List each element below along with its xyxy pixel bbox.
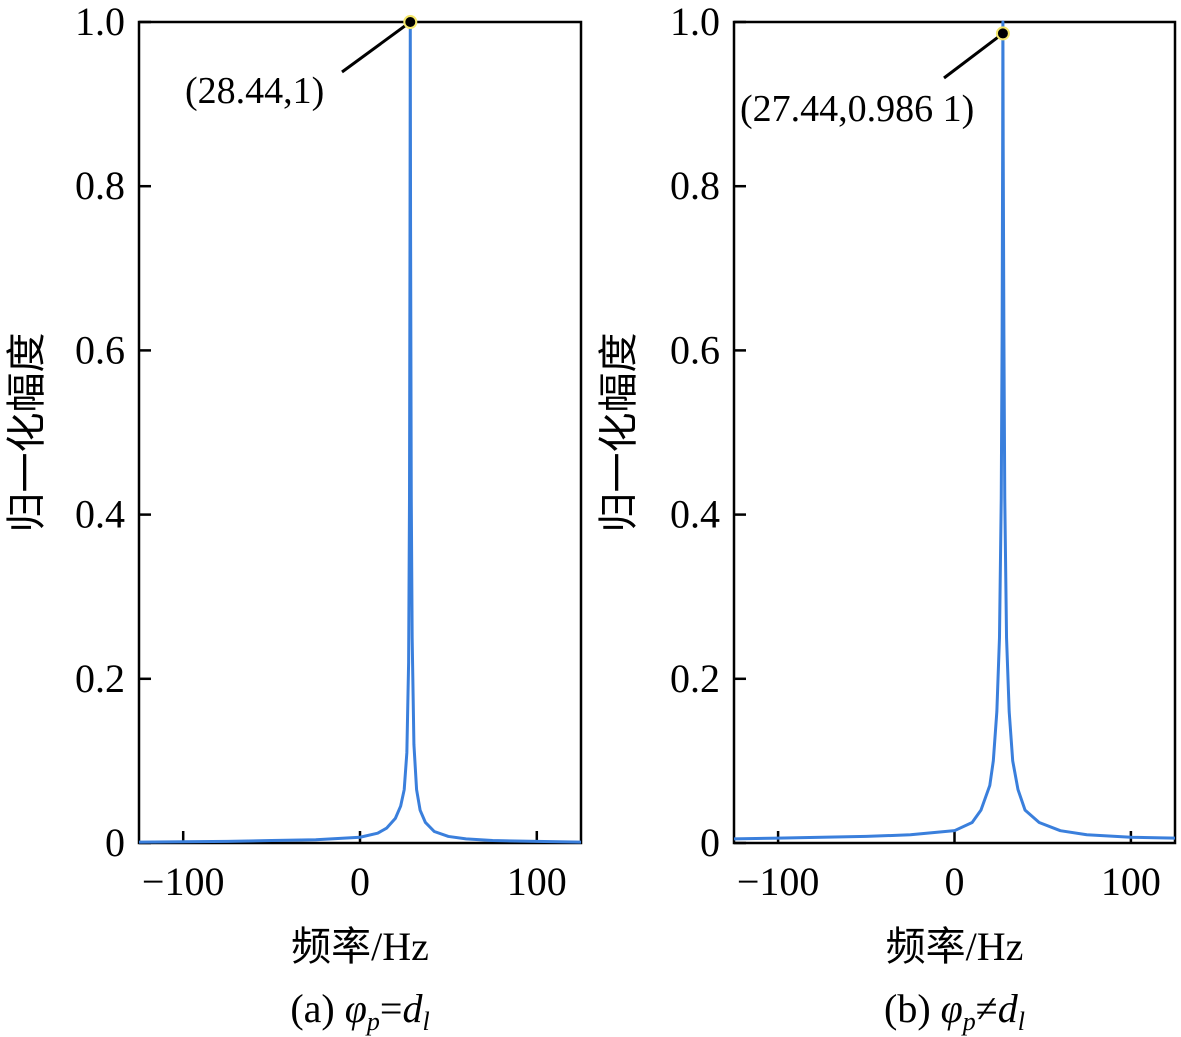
x-tick-label: −100	[737, 859, 820, 904]
peak-marker	[995, 26, 1010, 41]
caption-part: p	[365, 1007, 380, 1036]
caption-part: ≠	[976, 986, 998, 1031]
y-axis-title: 归一化幅度	[4, 333, 49, 533]
y-tick-label: 0.6	[670, 327, 720, 372]
caption-part: (a)	[290, 986, 344, 1031]
x-tick-label: −100	[142, 859, 225, 904]
caption-part: =	[380, 986, 403, 1031]
series-line	[733, 20, 1176, 841]
y-tick-label: 1.0	[670, 0, 720, 44]
x-axis-title: 频率/Hz	[291, 924, 429, 969]
y-tick-label: 0	[105, 820, 125, 865]
annotation-leader	[341, 20, 412, 74]
peak-annotation: (28.44,1)	[185, 70, 324, 112]
caption-part: φ	[941, 986, 963, 1031]
y-tick-label: 0	[700, 820, 720, 865]
x-tick-label: 100	[507, 859, 567, 904]
series-line	[138, 20, 582, 844]
y-tick-label: 0.2	[670, 656, 720, 701]
x-tick-label: 0	[350, 859, 370, 904]
caption-part: p	[961, 1007, 976, 1036]
caption-part: d	[402, 986, 423, 1031]
panel-caption: (b) φp≠dl	[884, 986, 1025, 1036]
peak-marker	[403, 15, 418, 29]
caption-part: (b)	[884, 986, 941, 1031]
plot-frame	[137, 20, 583, 845]
y-tick-label: 0.8	[75, 163, 125, 208]
caption-part: d	[998, 986, 1019, 1031]
panel-caption: (a) φp=dl	[290, 986, 429, 1036]
caption-part: l	[422, 1007, 429, 1036]
plot-frame	[732, 20, 1177, 845]
annotation-leader	[943, 32, 1004, 80]
panel-b: 0 0.2 0.4 0.6 0.8 1.0 −100 0 100 (27.44,0.986 1) 频…	[596, 0, 1177, 1036]
y-tick-label: 1.0	[75, 0, 125, 44]
y-tick-label: 0.2	[75, 656, 125, 701]
y-tick-label: 0.8	[670, 163, 720, 208]
caption-part: l	[1018, 1007, 1025, 1036]
y-tick-label: 0.4	[670, 492, 720, 537]
caption-part: φ	[345, 986, 367, 1031]
panel-a: 0 0.2 0.4 0.6 0.8 1.0 −100 0 100 (28.44,1) 频率/Hz 归一…	[4, 0, 583, 1036]
peak-annotation: (27.44,0.986 1)	[740, 88, 974, 130]
y-tick-label: 0.6	[75, 327, 125, 372]
x-axis-title: 频率/Hz	[886, 924, 1024, 969]
x-tick-label: 0	[945, 859, 965, 904]
x-tick-label: 100	[1101, 859, 1161, 904]
y-axis-title: 归一化幅度	[596, 333, 641, 533]
y-tick-label: 0.4	[75, 492, 125, 537]
